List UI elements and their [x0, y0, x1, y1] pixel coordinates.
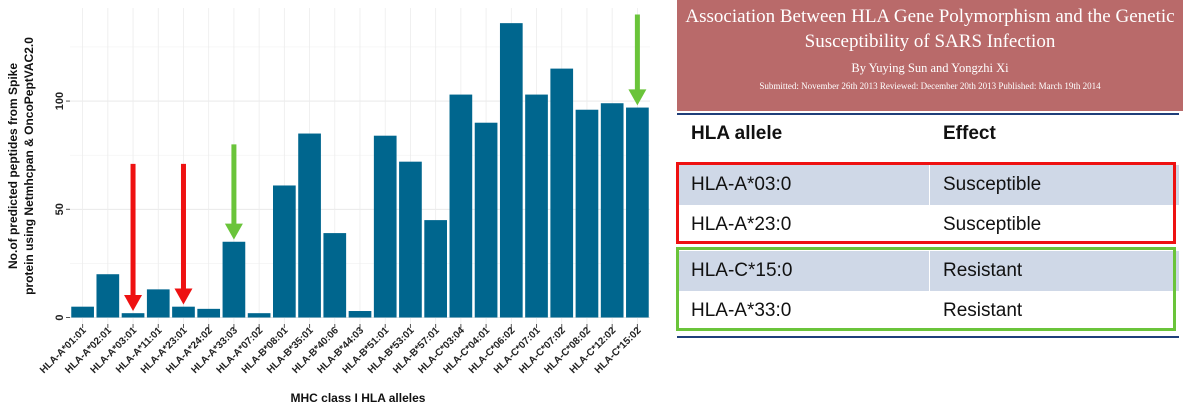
allele-cell: HLA-C*15:0	[691, 260, 793, 281]
paper-header: Association Between HLA Gene Polymorphis…	[677, 0, 1183, 111]
paper-title-line1: Association Between HLA Gene Polymorphis…	[685, 6, 1175, 27]
bar	[575, 109, 599, 318]
bar	[222, 241, 246, 318]
y-tick-label: 100	[54, 92, 66, 110]
bar	[449, 94, 473, 318]
bar	[146, 289, 170, 318]
paper-title-line2: Susceptibility of SARS Infection	[804, 31, 1056, 52]
paper-title: Association Between HLA Gene Polymorphis…	[677, 4, 1183, 54]
bar	[399, 161, 422, 318]
bar	[474, 122, 498, 318]
arrow-head	[174, 288, 193, 305]
table-row: HLA-C*15:0 Resistant	[677, 251, 1179, 291]
resistant-highlight-box	[676, 247, 1176, 331]
bar	[525, 94, 548, 318]
paper-authors: By Yuying Sun and Yongzhi Xi	[851, 61, 1009, 75]
bar	[273, 185, 296, 318]
arrow-head	[224, 223, 243, 240]
bar	[247, 313, 271, 318]
x-axis-title: MHC class I HLA alleles	[291, 391, 426, 405]
column-separator	[929, 251, 930, 291]
bar-chart: 0 50 100 HLA-A*01:01HLA-A*02:01HLA-A*03:01…	[6, 8, 650, 405]
bar	[499, 23, 523, 318]
column-separator	[929, 165, 930, 205]
annotation-arrows	[124, 14, 647, 312]
bars	[71, 23, 649, 318]
effect-cell: Resistant	[943, 260, 1023, 281]
bar	[172, 306, 195, 318]
bar	[348, 311, 372, 318]
susceptible-highlight-box	[676, 162, 1176, 244]
bar	[626, 107, 649, 318]
allele-cell: HLA-A*33:0	[691, 300, 792, 321]
effect-cell: Susceptible	[943, 174, 1042, 195]
effect-cell: Susceptible	[943, 214, 1042, 235]
effect-cell: Resistant	[943, 300, 1023, 321]
table-row: HLA-A*33:0 Resistant	[677, 291, 1179, 331]
bar	[550, 68, 574, 318]
bar	[71, 306, 94, 318]
paper-dates: Submitted: November 26th 2013 Reviewed: …	[759, 81, 1101, 91]
table-row: HLA-A*03:0 Susceptible	[677, 165, 1179, 205]
y-tick-label: 0	[54, 314, 66, 320]
bar	[373, 135, 397, 318]
table-top-rule	[677, 113, 1179, 115]
header-effect: Effect	[943, 123, 996, 144]
arrow-head	[628, 89, 647, 106]
header-hla-allele: HLA allele	[691, 123, 783, 144]
arrow-head	[124, 295, 143, 312]
y-axis-title-line2: protein using Netmhcpan & OncoPeptVAC2.0	[22, 37, 36, 295]
bar	[197, 308, 221, 318]
bar	[96, 274, 120, 318]
y-axis-ticks: 0 50 100	[54, 92, 70, 321]
x-axis-ticks: HLA-A*01:01HLA-A*02:01HLA-A*03:01HLA-A*1…	[38, 324, 644, 376]
y-axis-title-line1: No.of predicted peptides from Spike	[6, 63, 20, 269]
allele-cell: HLA-A*03:0	[691, 174, 792, 195]
table-row: HLA-A*23:0 Susceptible	[677, 205, 1179, 245]
bar	[424, 220, 447, 318]
bar	[600, 103, 624, 318]
allele-cell: HLA-A*23:0	[691, 214, 792, 235]
bar	[121, 313, 145, 318]
y-tick-label: 50	[54, 203, 66, 215]
table-bottom-rule	[677, 336, 1179, 338]
bar	[298, 133, 321, 318]
bar	[323, 233, 347, 318]
